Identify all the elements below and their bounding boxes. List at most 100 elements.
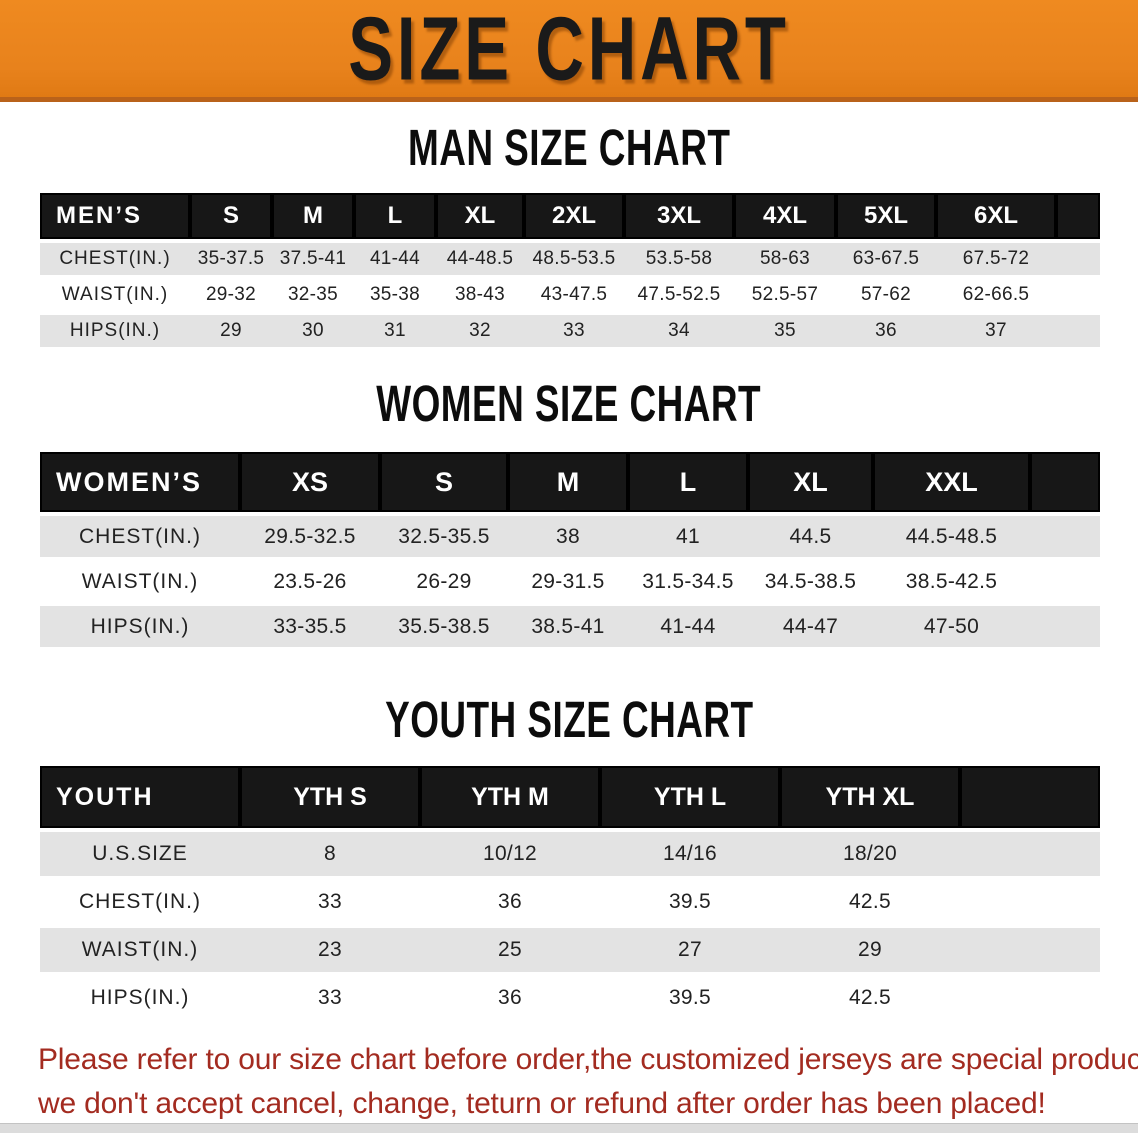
spacer-cell [960,976,1100,1020]
column-header: XS [240,452,380,512]
mens-size-table-container: MEN’S S M L XL 2XL 3XL 4XL 5XL 6XL CHEST(IN.) 35-37… [40,189,1100,351]
row-label: HIPS(IN.) [90,614,190,638]
size-value-cell: 31.5-34.5 [642,569,734,593]
size-value-cell: 10/12 [482,842,538,865]
column-header: S [190,193,272,239]
size-value-cell: 41-44 [660,614,716,638]
row-label: HIPS(IN.) [90,986,190,1009]
size-value-cell: 48.5-53.5 [532,248,616,269]
column-header: XL [436,193,524,239]
womens-size-table: WOMEN’S XS S M L XL XXL CHEST(IN.) 29.5-32.5 32.5… [40,448,1100,651]
spacer-cell [960,928,1100,972]
size-value-cell: 29-32 [205,284,257,305]
column-header: YTH M [420,766,600,828]
size-value-cell: 44.5 [789,524,832,548]
size-value-cell: 36 [498,986,522,1009]
size-value-cell: 38.5-41 [531,614,605,638]
size-value-cell: 23.5-26 [273,569,347,593]
table-row: U.S.SIZE 8 10/12 14/16 18/20 [40,832,1100,876]
size-value-cell: 35-37.5 [197,248,265,269]
size-value-cell: 58-63 [759,248,811,269]
size-value-cell: 35 [774,320,796,341]
row-label: WAIST(IN.) [81,569,199,593]
table-row: WAIST(IN.) 23.5-26 26-29 29-31.5 31.5-34.5 34… [40,561,1100,602]
spacer-cell [1056,243,1100,275]
size-value-cell: 33 [318,986,342,1009]
table-row: WAIST(IN.) 23 25 27 29 [40,928,1100,972]
row-label: CHEST(IN.) [79,890,201,913]
size-value-cell: 41 [676,524,700,548]
size-value-cell: 44.5-48.5 [905,524,998,548]
size-value-cell: 37.5-41 [279,248,347,269]
column-header: L [354,193,436,239]
table-row: HIPS(IN.) 29 30 31 32 33 34 35 36 37 [40,315,1100,347]
size-value-cell: 33 [318,890,342,913]
size-value-cell: 44-47 [782,614,839,638]
order-policy-note: Please refer to our size chart before or… [38,1038,1138,1126]
size-value-cell: 23 [318,938,342,961]
size-value-cell: 42.5 [848,986,892,1009]
youth-size-table: YOUTH YTH S YTH M YTH L YTH XL U.S.SIZE 8 10/12… [40,762,1100,1024]
size-value-cell: 32-35 [287,284,339,305]
size-value-cell: 34.5-38.5 [764,569,857,593]
table-row: CHEST(IN.) 35-37.5 37.5-41 41-44 44-48.5 48.5… [40,243,1100,275]
column-header: L [628,452,748,512]
column-header: XL [748,452,873,512]
size-value-cell: 47.5-52.5 [637,284,721,305]
size-value-cell: 18/20 [842,842,898,865]
size-value-cell: 34 [668,320,690,341]
size-value-cell: 32 [469,320,491,341]
column-header: 2XL [524,193,624,239]
table-row: HIPS(IN.) 33-35.5 35.5-38.5 38.5-41 41-44 44-… [40,606,1100,647]
column-header: M [508,452,628,512]
size-chart-banner: SIZE CHART [0,0,1138,102]
size-value-cell: 31 [384,320,406,341]
size-value-cell: 67.5-72 [962,248,1030,269]
size-value-cell: 53.5-58 [645,248,713,269]
size-value-cell: 29-31.5 [531,569,605,593]
womens-size-table-container: WOMEN’S XS S M L XL XXL CHEST(IN.) 29.5-32.5 32.5… [40,448,1100,651]
size-value-cell: 35-38 [369,284,421,305]
size-value-cell: 43-47.5 [540,284,608,305]
column-header: XXL [873,452,1030,512]
table-row: CHEST(IN.) 29.5-32.5 32.5-35.5 38 41 44.5 44.5… [40,516,1100,557]
youth-section-heading: YOUTH SIZE CHART [384,690,754,749]
youth-size-table-container: YOUTH YTH S YTH M YTH L YTH XL U.S.SIZE 8 10/12… [40,762,1100,1024]
size-value-cell: 27 [678,938,702,961]
spacer-cell [960,766,1100,828]
size-value-cell: 44-48.5 [446,248,514,269]
table-row: WAIST(IN.) 29-32 32-35 35-38 38-43 43-47.5 47.… [40,279,1100,311]
column-header: 6XL [936,193,1056,239]
size-value-cell: 38.5-42.5 [905,569,998,593]
row-label: HIPS(IN.) [69,320,161,341]
spacer-cell [1056,315,1100,347]
size-value-cell: 33-35.5 [273,614,347,638]
size-value-cell: 35.5-38.5 [398,614,490,638]
column-header: YTH S [240,766,420,828]
size-value-cell: 38 [556,524,580,548]
table-title: WOMEN’S [40,452,240,512]
mens-size-table: MEN’S S M L XL 2XL 3XL 4XL 5XL 6XL CHEST(IN.) 35-37… [40,189,1100,351]
banner-title: SIZE CHART [348,0,790,99]
order-policy-line-2: we don't accept cancel, change, teturn o… [38,1087,1046,1120]
order-policy-line-1: Please refer to our size chart before or… [38,1043,1138,1076]
row-label: CHEST(IN.) [79,524,201,548]
size-value-cell: 41-44 [369,248,421,269]
mens-section-heading: MAN SIZE CHART [407,118,731,177]
size-value-cell: 37 [985,320,1007,341]
column-header: M [272,193,354,239]
spacer-cell [1030,561,1100,602]
spacer-cell [1030,452,1100,512]
size-value-cell: 36 [875,320,897,341]
spacer-cell [1056,193,1100,239]
size-value-cell: 33 [563,320,585,341]
size-value-cell: 47-50 [923,614,980,638]
size-value-cell: 36 [498,890,522,913]
column-header: YTH L [600,766,780,828]
size-value-cell: 26-29 [416,569,472,593]
table-title: YOUTH [40,766,240,828]
size-value-cell: 25 [498,938,522,961]
size-value-cell: 39.5 [668,986,712,1009]
spacer-cell [960,832,1100,876]
size-value-cell: 39.5 [668,890,712,913]
